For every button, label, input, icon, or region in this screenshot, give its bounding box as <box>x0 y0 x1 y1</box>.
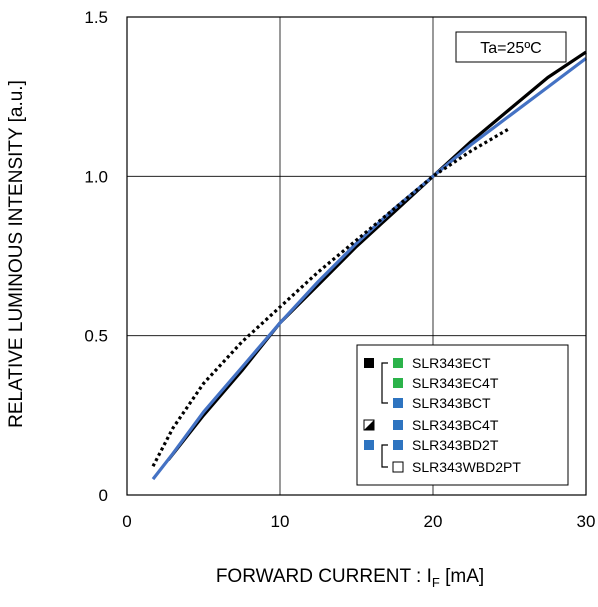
legend-label: SLR343EC4T <box>412 375 499 391</box>
y-tick-label: 0 <box>99 486 108 505</box>
legend-entry: SLR343BCT <box>393 395 491 411</box>
legend-group-marker-fill <box>364 420 374 430</box>
legend-marker <box>393 440 403 450</box>
legend-entry: SLR343BD2T <box>364 437 499 453</box>
y-axis-title: RELATIVE LUMINOUS INTENSITY [a.u.] <box>6 80 27 428</box>
x-tick-label: 30 <box>577 512 596 531</box>
annotation-text: Ta=25ºC <box>480 40 541 57</box>
x-axis-title: FORWARD CURRENT : IF [mA] <box>216 566 484 590</box>
legend-marker <box>393 398 403 408</box>
legend-marker <box>393 420 403 430</box>
legend-marker <box>392 461 404 473</box>
legend-label: SLR343ECT <box>412 355 491 371</box>
legend-label: SLR343WBD2PT <box>412 459 521 475</box>
y-tick-label: 1.0 <box>84 167 108 186</box>
y-tick-label: 0.5 <box>84 327 108 346</box>
legend-box <box>356 344 569 486</box>
legend-label: SLR343BC4T <box>412 417 499 433</box>
legend-bracket-ec <box>381 362 388 404</box>
legend-label: SLR343BD2T <box>412 437 499 453</box>
legend-marker <box>393 378 403 388</box>
legend-label: SLR343BCT <box>412 395 491 411</box>
legend-entry: SLR343WBD2PT <box>392 459 521 475</box>
series-line-0 <box>167 50 587 461</box>
legend-group-marker <box>364 440 374 450</box>
x-tick-label: 20 <box>424 512 443 531</box>
x-axis-title-subscript: F <box>432 575 440 590</box>
legend-marker <box>393 358 403 368</box>
legend-group-marker <box>364 358 374 368</box>
legend: SLR343ECT SLR343EC4T SLR343BCT SLR343BC4T SL… <box>356 344 569 486</box>
legend-bracket-bd <box>381 444 388 468</box>
series-line-2 <box>151 127 511 468</box>
tick-labels: 0 10 20 30 0 0.5 1.0 1.5 <box>84 8 595 531</box>
y-tick-label: 1.5 <box>84 8 108 27</box>
x-axis-title-main: FORWARD CURRENT : I <box>216 566 432 587</box>
x-tick-label: 0 <box>122 512 131 531</box>
x-tick-label: 10 <box>271 512 290 531</box>
series-layer <box>151 50 587 481</box>
annotation-box: Ta=25ºC <box>455 31 567 63</box>
plot-frame <box>126 16 587 496</box>
legend-entry: SLR343ECT <box>364 355 491 371</box>
legend-entry: SLR343BC4T <box>363 417 499 433</box>
series-line-1 <box>151 57 587 481</box>
x-axis-title-unit: [mA] <box>440 566 484 587</box>
legend-entry: SLR343EC4T <box>393 375 499 391</box>
